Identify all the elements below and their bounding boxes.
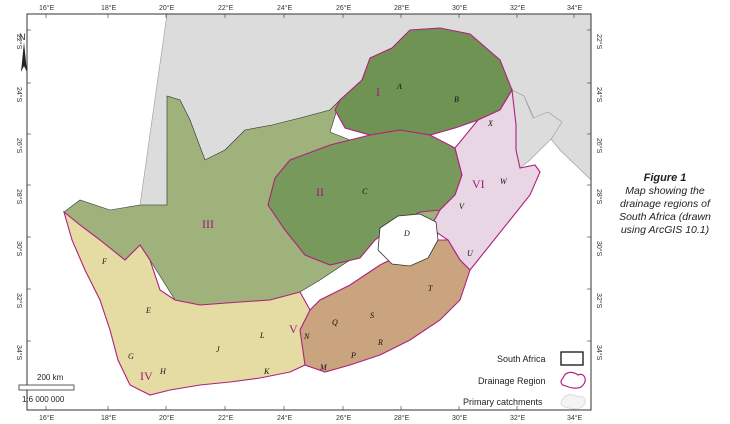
north-label: N <box>19 32 26 42</box>
legend: South Africa Drainage Region Primary cat… <box>463 351 586 410</box>
tick-label-left: 22°S <box>15 34 23 50</box>
catchment-label: T <box>428 284 433 293</box>
lesotho <box>377 213 439 267</box>
tick-label-top: 32°E <box>510 4 526 12</box>
catchment-label: Q <box>332 318 338 327</box>
scale-bar: 200 km 1:6 000 000 <box>18 373 75 404</box>
graticule-bottom-labels: 16°E 18°E 20°E 22°E 24°E 26°E 28°E 30°E … <box>39 414 583 422</box>
drainage-region-labels: I II III IV V VI <box>140 85 485 383</box>
tick-label-left: 24°S <box>15 87 23 103</box>
map-frame <box>26 13 592 411</box>
south-africa-legend-symbol <box>560 351 584 366</box>
figure-caption-line: Map showing the <box>625 185 705 197</box>
tick-label-left: 34°S <box>15 345 23 361</box>
catchment-label: G <box>128 352 134 361</box>
tick-label-bottom: 26°E <box>336 414 352 422</box>
region-IV <box>62 210 311 396</box>
legend-label-south-africa: South Africa <box>497 354 546 364</box>
tick-label-bottom: 34°E <box>567 414 583 422</box>
tick-label-top: 16°E <box>39 4 55 12</box>
tick-label-right: 22°S <box>595 34 603 50</box>
region-label-II: II <box>316 185 324 199</box>
graticule-left-labels: 22°S 24°S 26°S 28°S 30°S 32°S 34°S <box>15 34 23 361</box>
tick-label-right: 28°S <box>595 189 603 205</box>
figure-caption: Figure 1 Map showing the drainage region… <box>602 172 728 237</box>
tick-label-bottom: 20°E <box>159 414 175 422</box>
tick-label-right: 30°S <box>595 241 603 257</box>
tick-label-top: 20°E <box>159 4 175 12</box>
catchment-label: E <box>145 306 151 315</box>
figure-caption-title: Figure 1 <box>643 172 687 184</box>
catchment-label: V <box>459 202 465 211</box>
catchment-label: U <box>467 249 474 258</box>
catchment-label: D <box>403 229 410 238</box>
tick-label-top: 24°E <box>277 4 293 12</box>
tick-label-top: 26°E <box>336 4 352 12</box>
legend-label-drainage-region: Drainage Region <box>478 376 546 386</box>
tick-label-right: 34°S <box>595 345 603 361</box>
tick-label-top: 22°E <box>218 4 234 12</box>
catchment-label: J <box>216 345 220 354</box>
catchment-label: B <box>454 95 459 104</box>
catchment-label: F <box>101 257 107 266</box>
tick-label-left: 26°S <box>15 138 23 154</box>
tick-label-bottom: 22°E <box>218 414 234 422</box>
catchment-label: K <box>263 367 270 376</box>
catchment-label: X <box>487 119 494 128</box>
tick-label-bottom: 32°E <box>510 414 526 422</box>
legend-label-primary-catchments: Primary catchments <box>463 397 543 407</box>
catchment-label: P <box>350 351 356 360</box>
tick-label-top: 28°E <box>394 4 410 12</box>
region-label-V: V <box>289 322 298 336</box>
scale-distance: 200 km <box>37 373 64 382</box>
north-arrow-icon <box>21 42 27 72</box>
catchment-label: C <box>362 187 368 196</box>
catchment-label: N <box>303 332 310 341</box>
catchment-label: M <box>319 363 328 372</box>
tick-label-right: 24°S <box>595 87 603 103</box>
graticule-right-labels: 22°S 24°S 26°S 28°S 30°S 32°S 34°S <box>595 34 603 361</box>
scale-ratio: 1:6 000 000 <box>22 395 65 404</box>
graticule-top-labels: 16°E 18°E 20°E 22°E 24°E 26°E 28°E 30°E … <box>39 4 583 12</box>
region-label-I: I <box>376 85 380 99</box>
tick-label-left: 30°S <box>15 241 23 257</box>
figure-caption-line: South Africa (drawn <box>619 211 711 223</box>
scale-bar-graphic <box>18 384 75 391</box>
tick-label-right: 26°S <box>595 138 603 154</box>
figure-caption-line: using ArcGIS 10.1) <box>620 224 710 236</box>
region-II <box>267 129 463 266</box>
tick-label-top: 18°E <box>101 4 117 12</box>
tick-label-right: 32°S <box>595 293 603 309</box>
north-arrow: N <box>19 32 27 72</box>
catchment-label: L <box>259 331 265 340</box>
tick-label-bottom: 24°E <box>277 414 293 422</box>
catchment-label: S <box>370 311 374 320</box>
primary-catchments-legend-symbol <box>560 394 586 410</box>
tick-label-top: 34°E <box>567 4 583 12</box>
graticule-ticks <box>27 14 591 410</box>
drainage-region-legend-symbol <box>560 371 586 389</box>
tick-label-top: 30°E <box>452 4 468 12</box>
tick-label-left: 32°S <box>15 293 23 309</box>
tick-label-bottom: 18°E <box>101 414 117 422</box>
region-label-VI: VI <box>472 177 485 191</box>
tick-label-bottom: 30°E <box>452 414 468 422</box>
figure-caption-line: drainage regions of <box>620 198 710 210</box>
catchment-labels: A B C D E F G H J K L M N P Q R S T U V … <box>101 82 508 376</box>
region-label-IV: IV <box>140 369 153 383</box>
tick-label-left: 28°S <box>15 189 23 205</box>
catchment-label: H <box>159 367 167 376</box>
catchment-label: A <box>396 82 402 91</box>
tick-label-bottom: 28°E <box>394 414 410 422</box>
catchment-label: W <box>500 177 508 186</box>
catchment-label: R <box>377 338 383 347</box>
region-label-III: III <box>202 217 214 231</box>
tick-label-bottom: 16°E <box>39 414 55 422</box>
region-VI <box>429 88 541 271</box>
